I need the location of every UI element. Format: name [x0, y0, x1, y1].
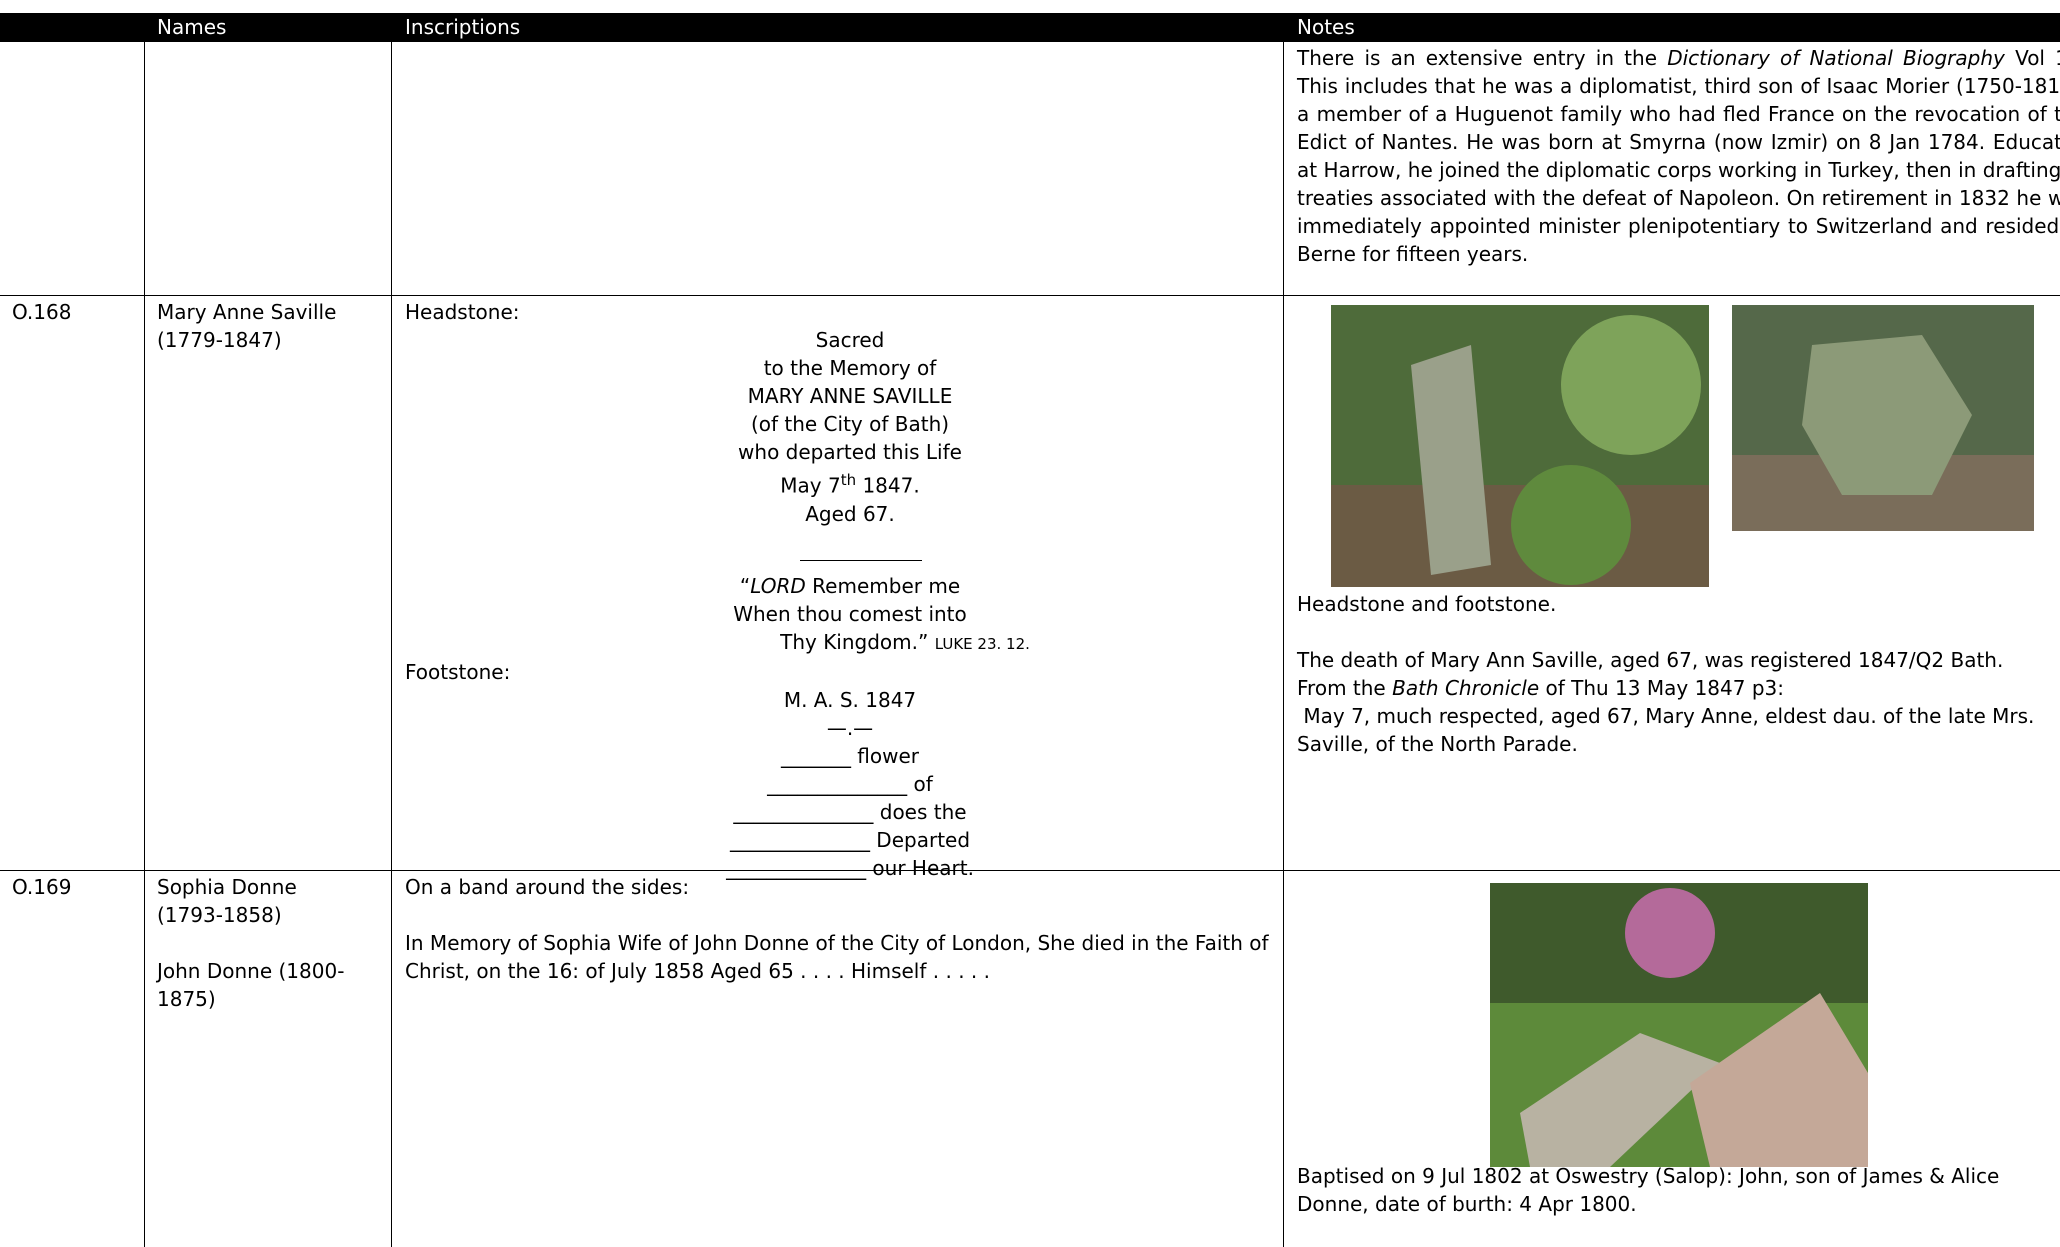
line: —.—: [826, 715, 874, 740]
line: ______________ Departed: [729, 827, 971, 852]
text: Thy Kingdom.”: [780, 629, 935, 654]
label: Footstone:: [405, 659, 511, 684]
rule: [800, 559, 922, 561]
photo: [1331, 305, 1709, 587]
line: MARY ANNE SAVILLE: [747, 384, 953, 408]
row-id: O.168: [12, 300, 72, 324]
line: ______________ of: [767, 771, 933, 796]
header-inscriptions: Inscriptions: [405, 15, 521, 39]
row-line: [0, 295, 2060, 296]
text: LORD: [750, 573, 806, 598]
line: to the Memory of: [763, 356, 937, 380]
line: Thy Kingdom.” LUKE 23. 12.: [425, 628, 1275, 658]
notes: Baptised on 9 Jul 1802 at Oswestry (Salo…: [1297, 1164, 2000, 1216]
text: May 7: [780, 473, 841, 498]
label: Headstone:: [405, 300, 520, 324]
inscription: On a band around the sides: In Memory of…: [405, 873, 1275, 985]
row-id: O.169: [12, 875, 72, 899]
notes: There is an extensive entry in the Dicti…: [1297, 44, 2060, 268]
paragraph: In Memory of Sophia Wife of John Donne o…: [405, 931, 1269, 983]
name: John Donne (1800-1875): [157, 959, 345, 1011]
column-line: [391, 13, 392, 1247]
header-names: Names: [157, 15, 227, 39]
label: On a band around the sides:: [405, 875, 690, 899]
text: Dictionary of National Biography: [1667, 46, 2005, 70]
text: “: [739, 573, 751, 598]
header-notes: Notes: [1297, 15, 1355, 39]
text: LUKE 23. 12.: [934, 634, 1030, 653]
line: May 7th 1847.: [425, 466, 1275, 500]
line: who departed this Life: [738, 440, 962, 464]
text: Vol 13. This includes that he was a dipl…: [1297, 46, 2060, 266]
line: ______________ our Heart.: [726, 855, 974, 880]
names: Mary Anne Saville (1779-1847): [157, 300, 337, 352]
names: Sophia Donne (1793-1858) John Donne (180…: [157, 873, 357, 1013]
line: When thou comest into: [733, 601, 967, 626]
text: There is an extensive entry in the: [1297, 46, 1668, 70]
notes: Headstone and footstone. The death of Ma…: [1297, 590, 2057, 758]
paragraph: From the Bath Chronicle of Thu 13 May 18…: [1297, 674, 2057, 702]
line: Sacred: [815, 328, 885, 352]
header-bar: [0, 13, 2060, 42]
text: Bath Chronicle: [1392, 676, 1540, 700]
line: ______________ does the: [733, 799, 967, 824]
text: Remember me: [805, 573, 961, 598]
text: 1847.: [856, 473, 920, 498]
caption: Headstone and footstone.: [1297, 592, 1557, 616]
inscription: Headstone: Sacred to the Memory of MARY …: [405, 298, 1275, 882]
text: th: [840, 471, 857, 489]
line: “LORD Remember me: [425, 572, 1275, 600]
paragraph: May 7, much respected, aged 67, Mary Ann…: [1297, 704, 2041, 756]
line: (of the City of Bath): [750, 412, 950, 436]
column-line: [144, 13, 145, 1247]
text: From the: [1297, 676, 1393, 700]
line: Aged 67.: [805, 501, 895, 526]
line: _______ flower: [780, 743, 920, 768]
rule-space: [425, 528, 1275, 572]
line: M. A. S. 1847: [783, 687, 917, 712]
row-line: [0, 870, 2060, 871]
paragraph: The death of Mary Ann Saville, aged 67, …: [1297, 648, 2004, 672]
text: of Thu 13 May 1847 p3:: [1539, 676, 1784, 700]
column-line: [1283, 13, 1284, 1247]
name: Sophia Donne (1793-1858): [157, 875, 297, 927]
photo: [1490, 883, 1868, 1167]
photo: [1732, 305, 2034, 531]
